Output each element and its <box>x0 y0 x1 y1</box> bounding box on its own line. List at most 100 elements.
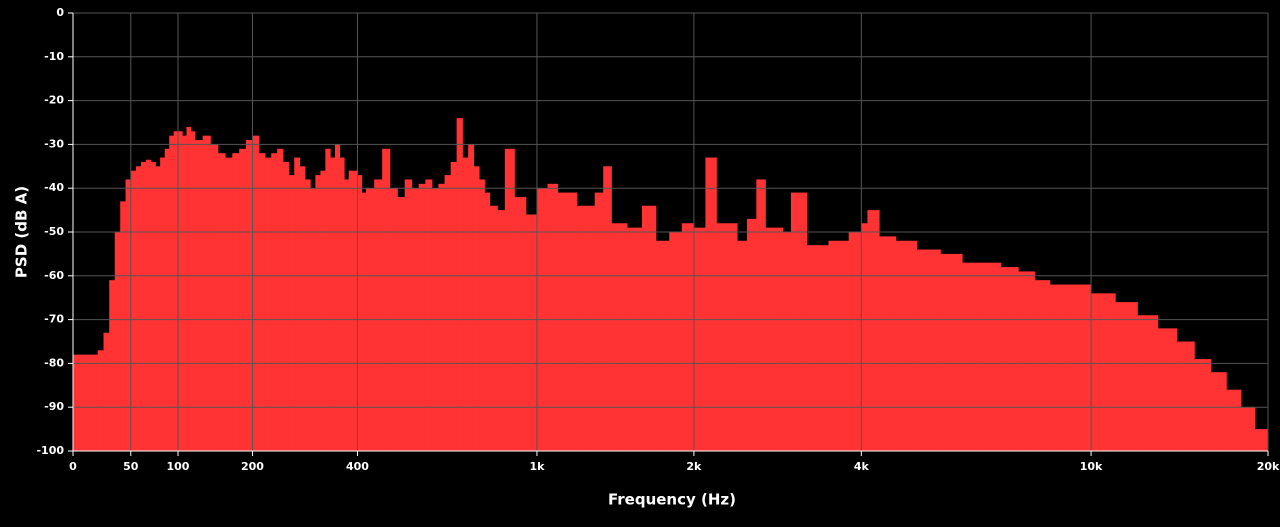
psd-step <box>462 157 469 452</box>
psd-step <box>182 135 187 451</box>
psd-step <box>641 205 657 451</box>
psd-step <box>305 179 311 451</box>
psd-step <box>173 131 179 451</box>
psd-step <box>425 179 433 451</box>
psd-step <box>217 153 226 451</box>
psd-step <box>164 148 170 451</box>
psd-step <box>962 262 983 451</box>
psd-step <box>627 227 643 451</box>
psd-step <box>294 157 301 452</box>
psd-step <box>190 131 196 451</box>
psd-step <box>479 179 485 451</box>
psd-step <box>239 148 247 451</box>
x-tick-label: 4k <box>854 460 870 473</box>
y-axis-title: PSD (dB A) <box>13 186 31 278</box>
psd-step <box>103 332 110 451</box>
psd-step <box>374 179 383 451</box>
psd-step <box>756 179 766 451</box>
psd-step <box>271 153 278 451</box>
psd-step <box>109 280 116 451</box>
psd-step <box>456 118 463 452</box>
y-tick-label: -70 <box>44 313 64 326</box>
psd-step <box>1241 407 1256 451</box>
psd-step <box>1194 359 1212 451</box>
psd-step <box>940 253 963 451</box>
x-tick-label: 50 <box>123 460 139 473</box>
psd-step <box>330 157 336 452</box>
y-tick-label: -60 <box>44 269 64 282</box>
psd-step <box>130 170 137 451</box>
psd-step <box>1157 328 1178 451</box>
psd-step <box>611 223 628 451</box>
psd-step <box>655 240 670 451</box>
psd-step <box>737 240 748 451</box>
psd-step <box>120 201 126 451</box>
psd-step <box>97 350 104 451</box>
y-tick-label: -10 <box>44 50 64 63</box>
psd-step <box>210 144 219 451</box>
psd-step <box>1000 267 1019 451</box>
psd-step <box>245 140 253 451</box>
psd-step <box>1091 293 1116 451</box>
psd-step <box>1049 284 1065 451</box>
psd-step <box>232 153 240 451</box>
psd-step <box>594 192 604 451</box>
psd-step <box>1254 429 1269 451</box>
psd-step <box>514 196 527 451</box>
psd-step <box>348 170 358 451</box>
psd-step <box>140 161 147 452</box>
psd-step <box>1137 315 1159 451</box>
psd-step <box>867 210 880 451</box>
x-tick-label: 2k <box>686 460 702 473</box>
psd-step <box>438 183 445 451</box>
psd-step <box>982 262 1002 451</box>
psd-step <box>450 161 458 452</box>
psd-step <box>404 179 413 451</box>
psd-step <box>444 175 452 451</box>
x-tick-label: 10k <box>1080 460 1103 473</box>
psd-step <box>790 192 808 451</box>
psd-step <box>361 192 367 451</box>
psd-step <box>861 223 868 451</box>
psd-step <box>344 179 350 451</box>
psd-step <box>186 126 192 451</box>
psd-step <box>382 148 391 451</box>
psd-step <box>339 157 345 452</box>
psd-step <box>547 183 559 451</box>
psd-step <box>468 144 475 451</box>
psd-step <box>320 170 326 451</box>
psd-step <box>1018 271 1035 451</box>
psd-step <box>325 148 331 451</box>
psd-step <box>828 240 850 451</box>
psd-step <box>1064 284 1092 451</box>
psd-step <box>497 210 506 451</box>
psd-step <box>806 245 829 451</box>
psd-step <box>288 175 295 451</box>
psd-step <box>716 223 738 451</box>
psd-step <box>169 135 175 451</box>
psd-step <box>73 354 87 451</box>
x-tick-label: 0 <box>69 460 77 473</box>
y-tick-label: -20 <box>44 94 64 107</box>
psd-step <box>282 161 290 452</box>
psd-step <box>1226 389 1242 451</box>
psd-step <box>160 157 166 452</box>
x-tick-label: 200 <box>241 460 264 473</box>
psd-step <box>489 205 498 451</box>
psd-step <box>194 140 204 451</box>
psd-step <box>135 166 142 452</box>
psd-step <box>1210 372 1227 451</box>
psd-step <box>357 175 363 451</box>
psd-step <box>114 232 121 451</box>
psd-step <box>155 166 161 452</box>
psd-step <box>576 205 596 451</box>
psd-step <box>681 223 695 451</box>
psd-step <box>252 135 260 451</box>
psd-step <box>299 166 306 452</box>
psd-step <box>557 192 578 451</box>
y-tick-label: -30 <box>44 137 64 150</box>
psd-step <box>746 218 757 451</box>
y-tick-label: -40 <box>44 181 64 194</box>
psd-step <box>895 240 918 451</box>
psd-step <box>473 166 480 452</box>
